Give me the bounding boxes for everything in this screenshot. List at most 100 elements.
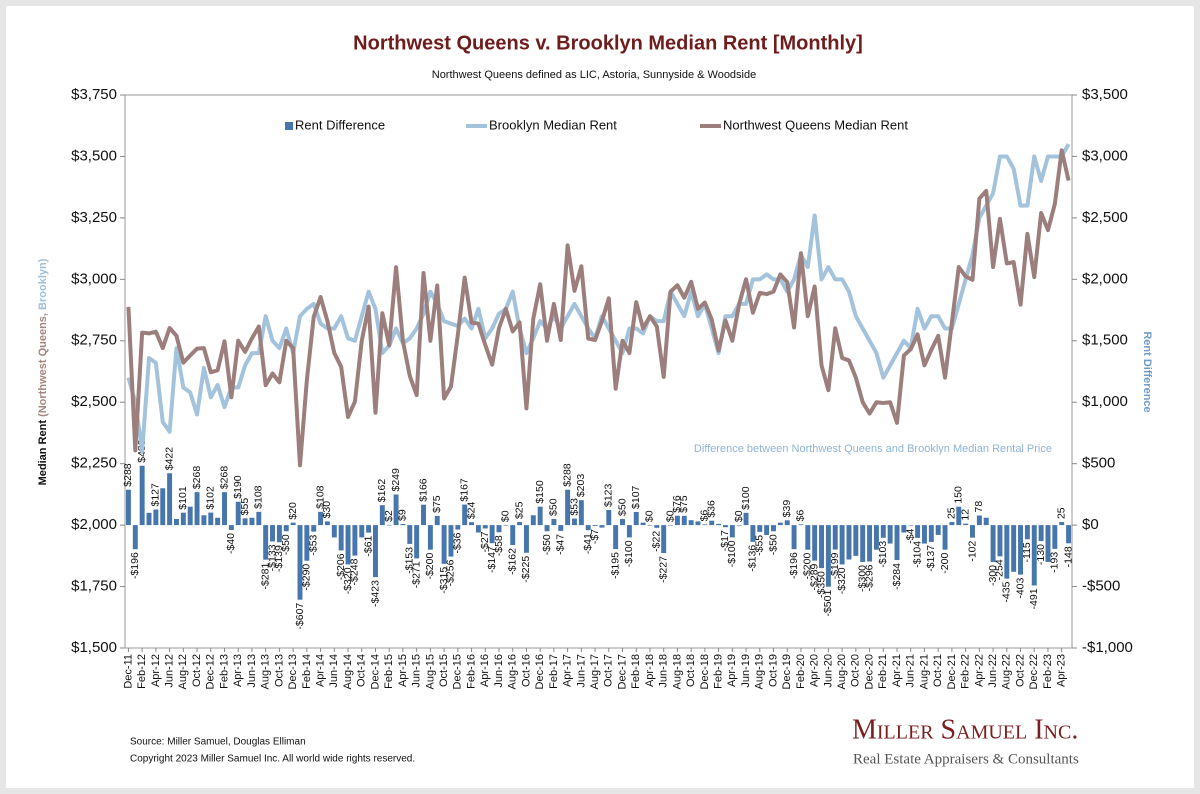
data-label: -193 (1049, 552, 1061, 573)
bar (1038, 525, 1044, 542)
bar (839, 525, 845, 565)
data-label: $75 (431, 495, 443, 513)
data-label: -$248 (349, 558, 361, 585)
data-label: -$206 (335, 553, 347, 580)
y2-tick-label: $0 (1082, 516, 1099, 533)
y-axis-label: Median Rent (Northwest Queens, Brooklyn) (37, 258, 49, 485)
bar (736, 525, 742, 526)
data-label: -$147 (486, 546, 498, 573)
data-label: -$53 (307, 534, 319, 555)
bar (777, 522, 783, 526)
data-label: $203 (575, 474, 587, 498)
bar (867, 525, 873, 562)
data-label: -148 (1062, 546, 1074, 567)
bar (345, 525, 351, 565)
x-tick-label: Feb-12 (136, 654, 148, 689)
data-label: -$227 (657, 556, 669, 583)
data-label: $50 (616, 498, 628, 516)
x-tick-label: Jun-15 (411, 654, 423, 688)
x-tick-label: Oct-22 (1014, 654, 1026, 687)
bar (414, 525, 420, 559)
y-tick-label: $1,500 (71, 639, 117, 656)
y-tick-label: $2,500 (71, 393, 117, 410)
x-tick-label: Aug-13 (260, 654, 272, 689)
x-tick-label: Oct-14 (356, 654, 368, 687)
bar (187, 506, 193, 526)
bar (496, 525, 502, 533)
bar (139, 465, 145, 526)
bar (537, 506, 543, 526)
data-label: $30 (321, 501, 333, 519)
legend-label: Brooklyn Median Rent (489, 117, 617, 132)
bar (462, 504, 468, 526)
x-tick-label: Apr-23 (1056, 654, 1068, 687)
x-tick-label: Apr-14 (314, 654, 326, 687)
data-label: $101 (177, 486, 189, 510)
data-label: -$162 (507, 548, 519, 575)
data-label: -115 (1021, 542, 1033, 562)
data-label: -$296 (863, 564, 875, 591)
copyright-note: Copyright 2023 Miller Samuel Inc. All wo… (130, 754, 415, 765)
data-label: -$289 (808, 563, 820, 590)
bar (386, 524, 392, 526)
bar (132, 525, 138, 550)
bar (208, 512, 214, 526)
bar (825, 525, 831, 587)
data-label: -$17 (719, 530, 731, 551)
x-tick-label: Dec-14 (369, 654, 381, 689)
x-tick-label: Jun-13 (246, 654, 258, 688)
x-tick-label: Apr-13 (232, 654, 244, 687)
x-tick-label: Feb-14 (301, 654, 313, 689)
plot-frame (124, 94, 1073, 649)
data-label: $167 (458, 478, 470, 502)
legend-label: Northwest Queens Median Rent (723, 117, 908, 132)
bar (173, 518, 179, 526)
bar (366, 525, 372, 533)
bar (592, 525, 598, 526)
y2-tick-label: $2,500 (1082, 209, 1128, 226)
bar (297, 525, 303, 600)
y-tick-label: $1,750 (71, 578, 117, 595)
bar (1011, 525, 1017, 572)
bar (661, 525, 667, 554)
bar (620, 518, 625, 526)
x-tick-label: Jun-16 (493, 654, 505, 688)
data-label: -$196 (788, 552, 800, 579)
y-tick-label: $3,500 (71, 147, 117, 164)
bar (729, 525, 735, 538)
x-tick-label: Dec-11 (122, 654, 134, 689)
bar (606, 509, 612, 526)
data-label: $249 (390, 468, 402, 492)
x-tick-label: Apr-12 (150, 654, 162, 687)
data-label: $20 (287, 502, 299, 520)
x-tick-label: Feb-23 (1042, 654, 1054, 689)
bar (688, 520, 694, 526)
data-label: $9 (397, 509, 409, 521)
data-label: 25 (1055, 507, 1067, 519)
bar (270, 525, 276, 542)
y-tick-label: $3,250 (71, 209, 117, 226)
x-tick-label: Dec-15 (452, 654, 464, 689)
x-tick-label: Jun-20 (822, 654, 834, 688)
y2-tick-label: $3,000 (1082, 147, 1128, 164)
bar (963, 523, 969, 526)
bar (572, 518, 577, 526)
data-label: $0 (733, 510, 745, 522)
x-tick-label: Feb-16 (465, 654, 477, 689)
data-label: -$256 (445, 559, 457, 586)
line (126, 148, 1071, 468)
x-tick-label: Oct-18 (685, 654, 697, 687)
data-label: -$320 (836, 567, 848, 594)
bar (784, 520, 790, 526)
y2-tick-label: $3,500 (1082, 86, 1128, 103)
legend-label: Rent Difference (295, 117, 385, 132)
data-label: -$195 (609, 552, 621, 579)
bar (153, 509, 159, 526)
bar (475, 525, 481, 533)
bar (434, 515, 440, 526)
y-tick-label: $2,000 (71, 516, 117, 533)
data-label: -$7 (589, 529, 601, 544)
data-label: -$315 (438, 567, 450, 594)
x-tick-label: Oct-21 (932, 654, 944, 687)
